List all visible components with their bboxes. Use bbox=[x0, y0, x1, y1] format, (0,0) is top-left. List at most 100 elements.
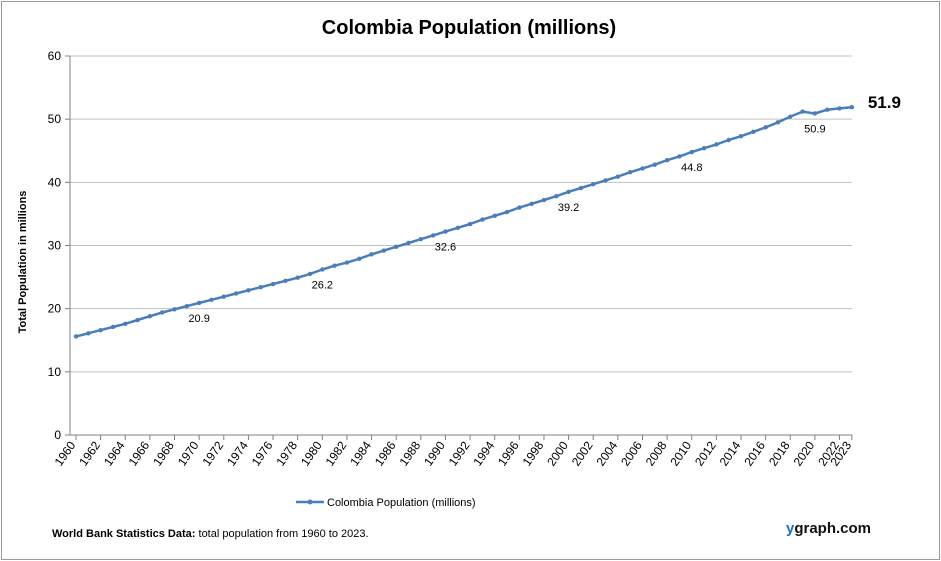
data-point bbox=[504, 209, 510, 215]
y-tick-label: 10 bbox=[48, 365, 62, 379]
brand-y: y bbox=[786, 520, 795, 537]
data-point bbox=[209, 297, 214, 303]
data-point bbox=[73, 334, 79, 339]
x-tick-label: 1994 bbox=[470, 438, 497, 468]
data-point bbox=[455, 225, 460, 231]
data-point bbox=[467, 221, 473, 227]
x-tick-label: 2008 bbox=[643, 438, 670, 468]
y-tick-label: 60 bbox=[48, 49, 62, 63]
x-tick-label: 1990 bbox=[421, 438, 448, 468]
x-tick-label: 1968 bbox=[150, 438, 177, 468]
data-point bbox=[295, 275, 300, 280]
data-point bbox=[640, 166, 645, 171]
x-tick-label: 1964 bbox=[101, 438, 128, 468]
data-point bbox=[172, 307, 177, 312]
x-tick-label: 2020 bbox=[791, 438, 818, 468]
footer-note: World Bank Statistics Data: total popula… bbox=[52, 528, 369, 540]
data-point bbox=[627, 170, 633, 175]
data-point bbox=[788, 114, 793, 119]
data-point bbox=[381, 248, 387, 253]
data-point bbox=[135, 317, 140, 323]
y-axis-label: Total Population in millions bbox=[17, 191, 29, 334]
x-tick-label: 2006 bbox=[618, 438, 645, 468]
x-tick-label: 2018 bbox=[766, 438, 793, 468]
data-point bbox=[763, 125, 768, 130]
x-tick-label: 1974 bbox=[224, 438, 251, 468]
x-tick-label: 1986 bbox=[372, 438, 399, 468]
x-tick-label: 2010 bbox=[667, 438, 694, 468]
x-tick-label: 1966 bbox=[126, 438, 153, 468]
data-point bbox=[652, 162, 658, 167]
x-tick-label: 2000 bbox=[544, 438, 571, 468]
x-tick-label: 1970 bbox=[175, 438, 202, 468]
data-point bbox=[664, 158, 670, 163]
gridlines bbox=[65, 55, 852, 436]
chart-title: Colombia Population (millions) bbox=[322, 17, 616, 39]
data-point bbox=[541, 197, 547, 203]
y-tick-label: 40 bbox=[48, 175, 62, 189]
data-label: 26.2 bbox=[312, 280, 333, 292]
y-tick-label: 20 bbox=[48, 302, 62, 316]
data-point bbox=[320, 267, 325, 272]
data-point bbox=[430, 233, 436, 238]
x-tick-label: 1996 bbox=[495, 438, 522, 468]
brand-rest: graph.com bbox=[794, 520, 872, 537]
data-point bbox=[492, 213, 497, 219]
x-tick-label: 2016 bbox=[741, 438, 768, 468]
series-group bbox=[73, 104, 855, 339]
data-point bbox=[701, 146, 707, 151]
data-point bbox=[849, 104, 855, 110]
data-point bbox=[677, 154, 682, 159]
data-point bbox=[714, 142, 719, 147]
data-point bbox=[578, 185, 584, 191]
x-tick-labels: 1960196219641966196819701972197419761978… bbox=[52, 438, 855, 468]
y-tick-label: 50 bbox=[48, 112, 62, 126]
data-point bbox=[123, 321, 128, 327]
data-label: 39.2 bbox=[558, 202, 579, 214]
data-point bbox=[246, 288, 251, 293]
x-tick-label: 1962 bbox=[76, 438, 103, 468]
data-point bbox=[221, 294, 226, 299]
x-tick-label: 1988 bbox=[396, 438, 423, 468]
data-point bbox=[283, 278, 288, 284]
data-label: 20.9 bbox=[188, 313, 209, 325]
x-tick-label: 1982 bbox=[323, 438, 350, 468]
data-point bbox=[357, 256, 362, 261]
data-point bbox=[233, 291, 239, 296]
data-point bbox=[738, 134, 744, 139]
x-tick-label: 1978 bbox=[273, 438, 300, 468]
y-tick-label: 30 bbox=[48, 239, 62, 253]
x-tick-label: 1984 bbox=[347, 438, 374, 468]
data-point bbox=[751, 129, 756, 134]
data-point bbox=[566, 189, 571, 195]
x-tick-label: 1998 bbox=[520, 438, 547, 468]
data-point bbox=[517, 205, 522, 210]
end-value-label: 51.9 bbox=[868, 93, 901, 112]
data-label: 50.9 bbox=[804, 123, 825, 135]
legend-label: Colombia Population (millions) bbox=[327, 497, 476, 509]
data-label: 44.8 bbox=[681, 162, 702, 174]
data-point bbox=[270, 281, 276, 287]
x-tick-label: 2012 bbox=[692, 438, 719, 468]
data-point bbox=[529, 201, 534, 207]
data-point bbox=[726, 137, 731, 143]
axes bbox=[69, 56, 853, 440]
data-point bbox=[393, 244, 399, 249]
data-point bbox=[98, 327, 103, 333]
data-point bbox=[615, 174, 621, 179]
data-point bbox=[554, 194, 559, 199]
y-tick-labels: 0 10 20 30 40 50 60 bbox=[48, 49, 62, 442]
data-point bbox=[812, 111, 818, 116]
x-tick-label: 1972 bbox=[199, 438, 226, 468]
data-point bbox=[418, 236, 424, 242]
data-point bbox=[147, 314, 153, 319]
data-point bbox=[825, 107, 830, 112]
data-point bbox=[837, 106, 842, 111]
data-point bbox=[184, 303, 190, 309]
data-point bbox=[603, 178, 608, 183]
brand-logo: ygraph.com bbox=[786, 520, 871, 537]
data-point bbox=[369, 252, 374, 257]
data-point bbox=[344, 260, 350, 265]
